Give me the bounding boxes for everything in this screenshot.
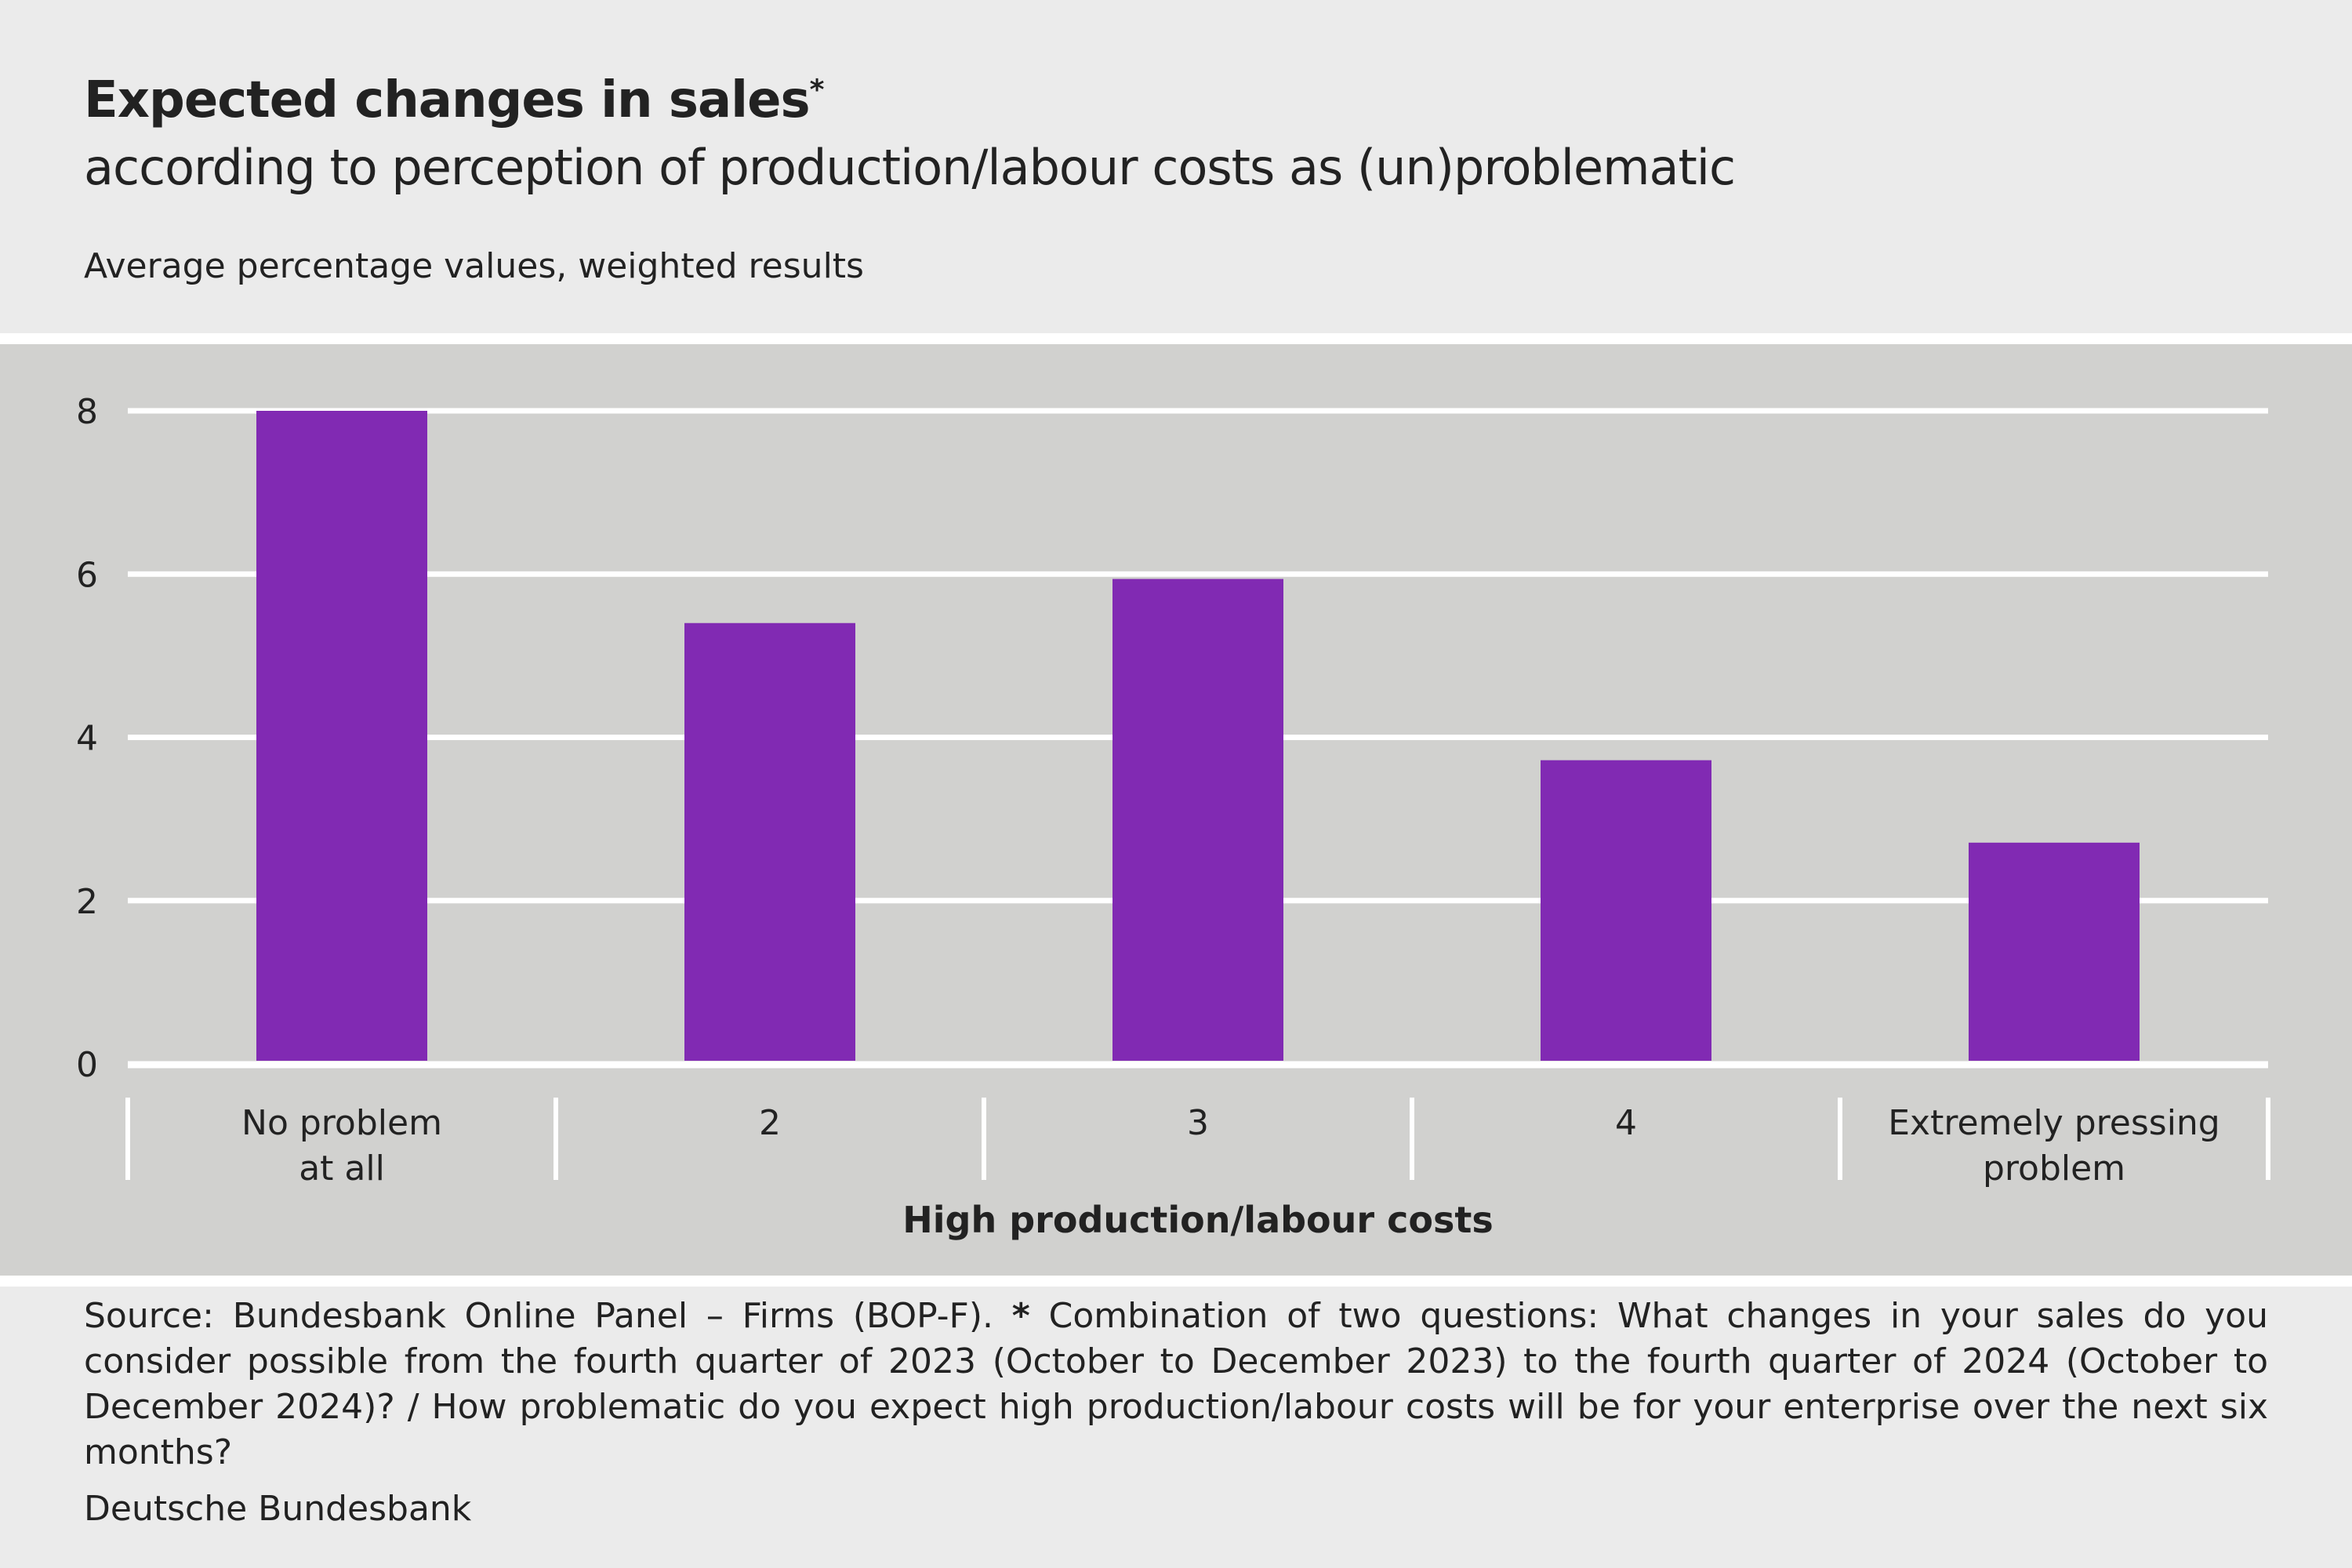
bar [1969, 842, 2140, 1061]
title-text: Expected changes in sales [84, 71, 811, 129]
chart-subtitle: according to perception of production/la… [84, 139, 1736, 196]
category-separator [1410, 1098, 1414, 1180]
x-tick-label: 2 [759, 1103, 781, 1143]
bar [1112, 579, 1283, 1061]
x-tick-label: problem [1983, 1149, 2125, 1189]
category-separator [1838, 1098, 1842, 1180]
y-tick-label: 2 [76, 882, 98, 922]
x-tick-label: No problem [241, 1103, 442, 1143]
x-axis-label: High production/labour costs [902, 1199, 1493, 1241]
gridline [128, 571, 2268, 577]
bar-chart: 0 2 4 6 8 No problem at all 2 3 4 Extremely pressi… [76, 392, 2270, 1241]
publisher: Deutsche Bundesbank [84, 1489, 472, 1529]
category-separator [2266, 1098, 2270, 1180]
bar [684, 622, 855, 1061]
bar [256, 411, 427, 1061]
category-separator [982, 1098, 986, 1180]
source-footnote-marker: * [1011, 1296, 1030, 1336]
x-tick-label: 3 [1187, 1103, 1209, 1143]
title-footnote-marker: * [809, 74, 825, 107]
x-tick-label: 4 [1615, 1103, 1637, 1143]
category-separator [125, 1098, 130, 1180]
source-note: Source: Bundesbank Online Panel – Firms … [84, 1294, 2268, 1475]
source-prefix: Source: Bundesbank Online Panel – Firms … [84, 1296, 993, 1336]
y-tick-label: 4 [76, 719, 98, 759]
x-tick-label: Extremely pressing [1888, 1103, 2220, 1143]
category-separator [554, 1098, 558, 1180]
x-tick-label: at all [299, 1149, 385, 1189]
bar [1541, 760, 1711, 1061]
gridline [128, 408, 2268, 414]
y-tick-label: 6 [76, 555, 98, 595]
chart-footer: Source: Bundesbank Online Panel – Firms … [84, 1294, 2268, 1532]
y-tick-label: 0 [76, 1045, 98, 1085]
chart-title: Expected changes in sales* [84, 69, 2279, 132]
gridline [128, 1061, 2268, 1069]
y-tick-label: 8 [76, 392, 98, 432]
unit-label: Average percentage values, weighted resu… [84, 246, 864, 286]
chart-header: Expected changes in sales* according to … [84, 69, 2279, 289]
source-note-text: Combination of two questions: What chang… [84, 1296, 2268, 1472]
